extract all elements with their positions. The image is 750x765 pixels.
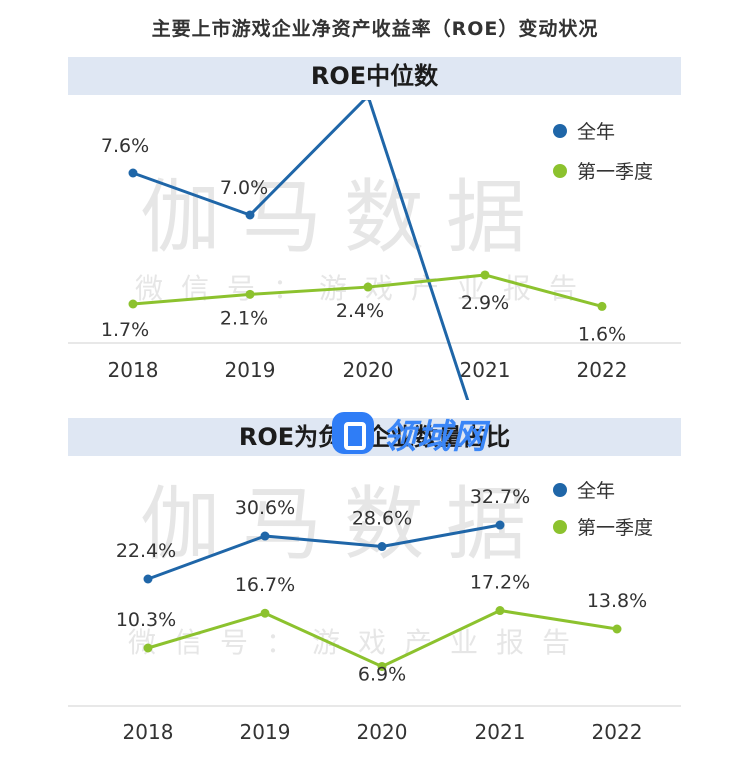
data-point [377,661,387,671]
data-label: 7.6% [101,135,149,157]
data-label: 2.9% [461,292,509,314]
legend-marker [553,124,567,138]
legend-marker [553,483,567,497]
data-label: 10.3% [116,609,176,631]
data-point [260,531,270,541]
data-point [363,282,373,292]
data-point [128,299,138,309]
x-tick-label: 2018 [123,720,174,744]
x-tick-label: 2021 [460,358,511,382]
x-tick-label: 2022 [592,720,643,744]
data-label: 30.6% [235,497,295,519]
series-line-full-year [132,100,470,400]
data-label: 2.1% [220,307,268,329]
x-tick-label: 2019 [225,358,276,382]
data-point [365,100,371,101]
data-point [260,608,270,618]
x-tick-label: 2020 [357,720,408,744]
data-label: 2.4% [336,300,384,322]
data-label: 1.7% [101,319,149,341]
chart-2-title: ROE为负的企业数量占比 [68,418,681,456]
data-label: 16.7% [235,574,295,596]
data-point [245,210,255,220]
logo-watermark: 领域网 [332,408,487,458]
data-point [377,542,387,552]
x-tick-label: 2019 [240,720,291,744]
series-line-full-year [147,523,501,581]
x-tick-label: 2020 [343,358,394,382]
legend-label: 第一季度 [577,517,653,539]
data-label: 32.7% [470,486,530,508]
data-label: 1.6% [578,323,626,345]
legend-marker [553,520,567,534]
data-point [495,606,505,616]
data-point [495,520,505,530]
logo-text: 领域网 [382,416,487,457]
data-label: 28.6% [352,508,412,530]
data-point [128,168,138,178]
logo-icon [332,412,374,454]
data-label: 17.2% [470,572,530,594]
data-point [480,270,490,280]
data-point [597,301,607,311]
chart-1-title: ROE中位数 [68,57,681,95]
data-label: 6.9% [358,663,406,685]
data-point [143,643,153,653]
legend-label: 全年 [577,121,615,143]
data-label: 7.0% [220,177,268,199]
figure-title: 主要上市游戏企业净资产收益率（ROE）变动状况 [151,18,599,40]
x-tick-label: 2018 [108,358,159,382]
chart-1: 伽马数据微信号：游戏产业报告201820192020202120227.6%7.… [68,100,681,400]
watermark-main: 伽马数据 [140,478,548,571]
legend-label: 第一季度 [577,161,653,183]
data-point [245,289,255,299]
x-tick-label: 2021 [475,720,526,744]
data-label: 22.4% [116,540,176,562]
data-point [612,624,622,634]
watermark-main: 伽马数据 [140,171,548,264]
x-tick-label: 2022 [577,358,628,382]
legend-label: 全年 [577,480,615,502]
legend-marker [553,164,567,178]
data-label: 13.8% [587,590,647,612]
data-point [143,574,153,584]
